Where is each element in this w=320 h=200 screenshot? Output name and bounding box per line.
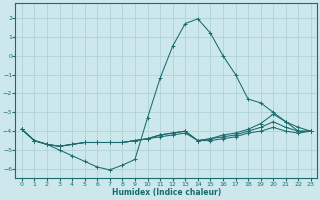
X-axis label: Humidex (Indice chaleur): Humidex (Indice chaleur): [112, 188, 221, 197]
